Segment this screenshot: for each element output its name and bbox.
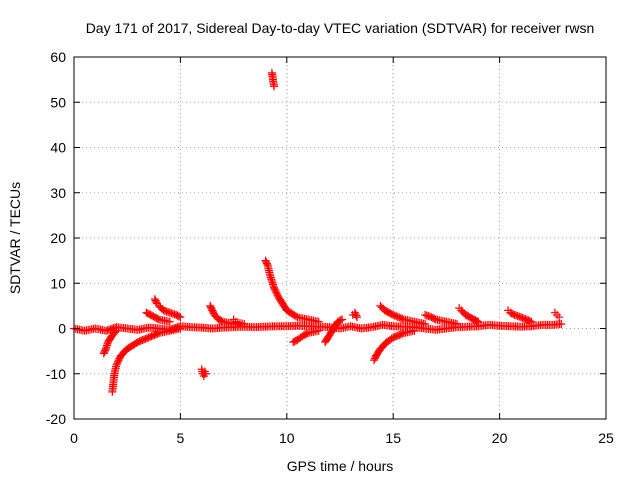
y-tick-label: -10 <box>46 366 66 382</box>
series-arc-12-2h <box>321 315 347 347</box>
data-point <box>176 313 185 322</box>
data-point <box>526 317 534 326</box>
y-tick-label: 20 <box>50 230 66 246</box>
data-point <box>353 313 362 322</box>
data-point <box>472 316 481 325</box>
data-point <box>270 82 279 91</box>
data-point <box>153 329 162 338</box>
data-point <box>112 326 121 335</box>
chart-title: Day 171 of 2017, Sidereal Day-to-day VTE… <box>86 20 595 36</box>
series-cluster-13-2h <box>348 308 362 322</box>
series-arc-20-5h-positive <box>504 306 536 326</box>
data-point <box>174 312 183 321</box>
series-baseline-band <box>70 319 566 335</box>
x-axis-label: GPS time / hours <box>287 458 394 474</box>
series-arc-14-5h-positive <box>376 301 430 328</box>
axis-ticks: 0 5 10 15 20 25 -20 -10 0 10 20 30 40 50 60 <box>46 49 614 446</box>
data-point <box>336 316 345 325</box>
y-tick-label: 40 <box>50 140 66 156</box>
data-point <box>555 313 564 322</box>
y-tick-label: 60 <box>50 49 66 65</box>
x-tick-label: 10 <box>279 430 295 446</box>
series-arc-14-2h-negative <box>370 326 419 365</box>
series-arc-2h-negative <box>108 324 185 396</box>
y-tick-label: 10 <box>50 275 66 291</box>
series-arc-10-5h-negative <box>289 326 323 347</box>
grid <box>74 57 606 419</box>
y-tick-label: 0 <box>58 321 66 337</box>
series-arc-6-4h-positive <box>206 301 238 328</box>
data-point <box>410 326 419 335</box>
data-point <box>291 312 300 321</box>
series-cluster-6-1h <box>197 365 210 381</box>
data-point <box>240 319 249 328</box>
series-arc-16-5h-positive <box>421 310 462 328</box>
data-point <box>165 317 174 326</box>
x-tick-label: 0 <box>70 430 78 446</box>
data-point <box>314 317 323 326</box>
data-point <box>201 369 210 378</box>
data-points <box>70 68 566 396</box>
data-point <box>527 317 536 326</box>
data-point <box>453 319 462 328</box>
data-point <box>314 326 323 335</box>
data-point <box>421 319 430 328</box>
y-axis-label: SDTVAR / TECUs <box>7 182 23 294</box>
y-tick-label: 50 <box>50 94 66 110</box>
data-point <box>338 315 347 324</box>
data-point <box>474 317 483 326</box>
y-tick-label: 30 <box>50 185 66 201</box>
x-tick-label: 20 <box>492 430 508 446</box>
data-point <box>111 328 120 337</box>
data-point <box>262 259 271 268</box>
series-arc-9h-peak <box>261 256 323 326</box>
data-point <box>176 324 185 333</box>
data-point <box>398 314 407 323</box>
series-arc-7-5h-positive <box>229 315 249 328</box>
y-tick-label: -20 <box>46 411 66 427</box>
data-point <box>398 329 407 338</box>
data-point <box>352 311 361 320</box>
series-arc-18-2h-positive <box>455 304 483 326</box>
x-tick-label: 5 <box>177 430 185 446</box>
series-arc-3-4h-positive <box>142 308 174 326</box>
data-point <box>557 319 566 328</box>
series-outliers-9-3h <box>267 68 279 91</box>
series-arc-1-5h-negative <box>99 326 121 358</box>
x-tick-label: 25 <box>598 430 614 446</box>
x-tick-label: 15 <box>385 430 401 446</box>
series-arc-3-8h-positive <box>150 295 185 322</box>
series-arc-22-7h-positive <box>550 308 564 322</box>
